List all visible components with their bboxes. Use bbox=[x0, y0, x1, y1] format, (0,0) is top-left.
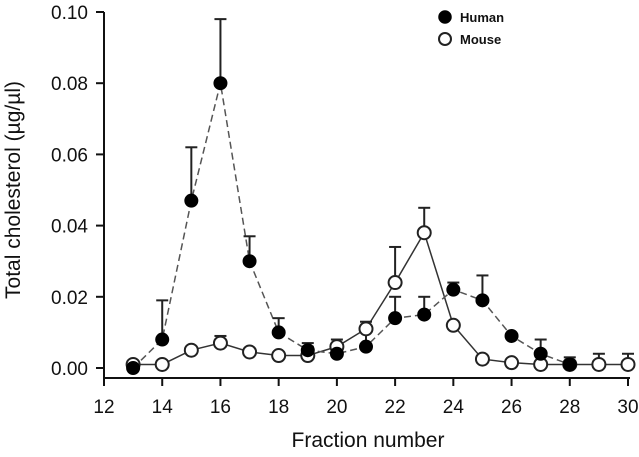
legend-human-marker bbox=[438, 10, 452, 24]
x-ticks: 12 14 16 18 20 22 24 26 28 30 bbox=[93, 378, 639, 418]
y-ticks: 0.00 0.02 0.04 0.06 0.08 0.10 bbox=[51, 3, 104, 380]
y-tick-label: 0.08 bbox=[51, 74, 88, 95]
data-point-mouse bbox=[212, 335, 228, 351]
y-tick-label: 0.04 bbox=[51, 217, 88, 238]
x-tick-label: 20 bbox=[326, 397, 347, 418]
x-tick-label: 26 bbox=[501, 397, 522, 418]
data-point-human bbox=[388, 311, 403, 326]
data-point-mouse bbox=[504, 355, 520, 371]
data-point-human bbox=[242, 254, 257, 269]
series-line-human bbox=[132, 83, 571, 369]
y-tick-label: 0.10 bbox=[51, 3, 88, 24]
legend-human-label: Human bbox=[460, 10, 504, 25]
x-tick-label: 22 bbox=[385, 397, 406, 418]
data-point-human bbox=[126, 361, 141, 375]
data-point-human bbox=[184, 193, 199, 208]
data-point-mouse bbox=[474, 351, 490, 367]
x-tick-label: 18 bbox=[268, 397, 289, 418]
x-tick-label: 24 bbox=[443, 397, 465, 418]
y-axis-title: Total cholesterol (µg/µl) bbox=[2, 81, 25, 299]
y-tick-label: 0.02 bbox=[51, 288, 88, 309]
data-point-mouse bbox=[416, 225, 432, 241]
legend-mouse-label: Mouse bbox=[460, 32, 501, 47]
data-point-mouse bbox=[445, 317, 461, 333]
x-tick-label: 12 bbox=[93, 397, 114, 418]
data-point-human bbox=[359, 339, 373, 354]
x-tick-label: 14 bbox=[152, 397, 174, 418]
data-point-mouse bbox=[183, 342, 199, 358]
x-tick-label: 28 bbox=[559, 397, 580, 418]
data-point-human bbox=[271, 325, 286, 340]
data-point-human bbox=[300, 343, 315, 358]
series-layer bbox=[125, 18, 636, 375]
data-point-mouse bbox=[154, 356, 170, 372]
data-point-mouse bbox=[358, 321, 374, 337]
data-point-human bbox=[213, 76, 228, 91]
x-tick-label: 16 bbox=[210, 397, 231, 418]
data-point-mouse bbox=[620, 356, 636, 372]
data-point-human bbox=[417, 307, 432, 322]
data-point-mouse bbox=[387, 275, 403, 291]
data-point-mouse bbox=[271, 348, 287, 364]
data-point-human bbox=[155, 332, 170, 347]
legend-mouse-marker bbox=[438, 32, 452, 46]
x-tick-label: 30 bbox=[617, 397, 638, 418]
data-point-human bbox=[504, 328, 519, 343]
data-point-human bbox=[329, 346, 344, 361]
series-line-mouse bbox=[133, 230, 628, 366]
data-point-human bbox=[562, 357, 577, 372]
legend: Human Mouse bbox=[438, 10, 504, 47]
data-point-human bbox=[446, 282, 461, 297]
data-point-human bbox=[475, 293, 490, 308]
data-point-mouse bbox=[242, 344, 258, 360]
data-point-mouse bbox=[591, 356, 607, 372]
data-point-human bbox=[533, 346, 548, 361]
y-tick-label: 0.00 bbox=[51, 359, 88, 380]
y-tick-label: 0.06 bbox=[51, 145, 88, 166]
axes: 0.00 0.02 0.04 0.06 0.08 0.10 12 14 16 18 20 22 24 2… bbox=[51, 3, 639, 418]
x-axis-title: Fraction number bbox=[292, 429, 445, 452]
